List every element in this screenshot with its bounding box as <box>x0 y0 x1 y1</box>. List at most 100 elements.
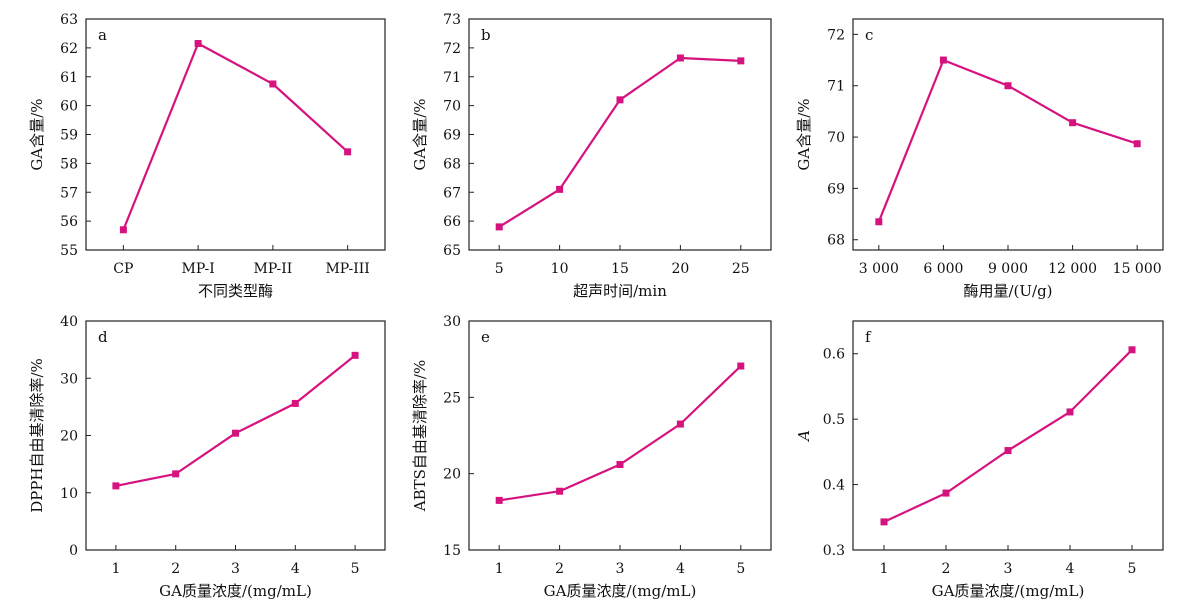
x-axis-title: GA质量浓度/(mg/mL) <box>544 582 697 600</box>
panel-letter: c <box>865 26 873 44</box>
data-point <box>172 470 180 478</box>
y-axis-title: ABTS自由基清除率/% <box>411 360 429 512</box>
data-point <box>676 420 684 428</box>
data-point <box>291 399 299 407</box>
y-tick-label: 58 <box>60 156 78 172</box>
data-point <box>344 148 352 156</box>
data-point <box>942 489 950 497</box>
x-axis-title: GA质量浓度/(mg/mL) <box>932 582 1085 600</box>
y-tick-label: 61 <box>60 70 78 86</box>
y-tick-label: 20 <box>443 467 461 483</box>
x-tick-label: 5 <box>495 261 504 277</box>
y-tick-label: 10 <box>60 486 78 502</box>
y-tick-label: 71 <box>827 79 845 95</box>
data-point <box>1069 119 1077 127</box>
y-tick-label: 73 <box>443 12 461 28</box>
y-tick-label: 70 <box>827 130 845 146</box>
data-point <box>1133 140 1141 148</box>
data-point <box>1004 82 1012 90</box>
chart-panel-a: 55 56 57 58 59 60 61 62 63 CP MP-I MP-II MP-III 不同类型酶… <box>28 12 386 300</box>
x-tick-label: 3 <box>231 561 240 577</box>
y-tick-label: 69 <box>827 181 845 197</box>
x-tick-label: 25 <box>732 261 750 277</box>
data-point <box>1066 408 1074 416</box>
y-tick-label: 65 <box>443 243 461 259</box>
y-axis-title: GA含量/% <box>795 98 813 170</box>
x-tick-label: 1 <box>880 561 889 577</box>
x-tick-label: 1 <box>111 561 120 577</box>
x-tick-label: 12 000 <box>1048 261 1097 277</box>
y-tick-label: 30 <box>60 371 78 387</box>
chart-panel-d: 0 10 20 30 40 1 2 3 4 5 GA质量浓度/(mg/mL) DPPH自由基清除率/%… <box>28 314 386 600</box>
x-tick-label: 2 <box>171 561 180 577</box>
y-tick-label: 30 <box>443 314 461 330</box>
data-point <box>616 96 624 104</box>
x-tick-label: 3 <box>1004 561 1013 577</box>
x-tick-label: 1 <box>495 561 504 577</box>
x-tick-label: 3 000 <box>859 261 899 277</box>
series-line <box>122 42 349 231</box>
x-tick-label: CP <box>113 261 133 277</box>
x-tick-label: 6 000 <box>923 261 963 277</box>
data-point <box>616 461 624 469</box>
y-tick-label: 62 <box>60 41 78 57</box>
data-point <box>112 482 120 490</box>
y-axis-title: GA含量/% <box>411 98 429 170</box>
data-point <box>495 223 503 231</box>
y-tick-label: 60 <box>60 99 78 115</box>
data-point <box>556 487 564 495</box>
y-tick-label: 0.6 <box>823 347 845 363</box>
y-axis-title: DPPH自由基清除率/% <box>28 358 46 513</box>
chart-panel-e: 15 20 25 30 1 2 3 4 5 GA质量浓度/(mg/mL) ABTS自由基清除率/% e <box>411 314 772 600</box>
y-tick-label: 55 <box>60 243 78 259</box>
x-tick-label: 5 <box>351 561 360 577</box>
y-tick-label: 68 <box>827 233 845 249</box>
y-tick-label: 25 <box>443 390 461 406</box>
plot-frame <box>85 18 386 251</box>
data-point <box>1128 346 1136 354</box>
x-tick-label: MP-II <box>253 261 292 277</box>
series-line <box>883 349 1133 523</box>
y-tick-label: 56 <box>60 214 78 230</box>
data-point <box>232 429 239 437</box>
plot-frame <box>468 18 772 251</box>
y-tick-label: 0.4 <box>823 478 845 494</box>
x-tick-label: 10 <box>551 261 569 277</box>
data-point <box>495 496 503 504</box>
chart-panel-f: 0.3 0.4 0.5 0.6 1 2 3 4 5 GA质量浓度/(mg/mL) Af <box>795 320 1164 600</box>
panel-letter: a <box>98 26 107 44</box>
y-tick-label: 0 <box>69 543 78 559</box>
y-tick-label: 40 <box>60 314 78 330</box>
series-line <box>499 365 742 502</box>
panel-letter: e <box>481 328 490 346</box>
x-axis-title: 超声时间/min <box>573 282 667 300</box>
x-axis-title: 酶用量/(U/g) <box>963 282 1052 300</box>
data-point <box>556 185 564 193</box>
y-tick-label: 70 <box>443 99 461 115</box>
data-point <box>676 54 684 62</box>
data-point <box>1004 447 1012 455</box>
data-point <box>737 362 745 370</box>
x-tick-label: 3 <box>616 561 625 577</box>
panel-letter: d <box>98 328 108 346</box>
x-axis-title: 不同类型酶 <box>198 282 273 300</box>
y-tick-label: 15 <box>443 543 461 559</box>
y-tick-label: 57 <box>60 185 78 201</box>
y-tick-label: 66 <box>443 214 461 230</box>
data-point <box>737 57 745 65</box>
x-tick-label: 2 <box>942 561 951 577</box>
y-tick-label: 72 <box>443 41 461 57</box>
data-point <box>880 518 888 526</box>
plot-frame <box>852 18 1164 251</box>
data-point <box>351 351 359 359</box>
y-tick-label: 72 <box>827 27 845 43</box>
x-tick-label: 5 <box>1128 561 1137 577</box>
x-tick-label: 4 <box>1066 561 1075 577</box>
y-tick-label: 0.3 <box>823 543 845 559</box>
y-tick-label: 0.5 <box>823 412 845 428</box>
panel-letter: b <box>481 26 491 44</box>
x-tick-label: 2 <box>555 561 564 577</box>
data-point <box>119 226 127 234</box>
y-axis-title: GA含量/% <box>28 98 46 170</box>
